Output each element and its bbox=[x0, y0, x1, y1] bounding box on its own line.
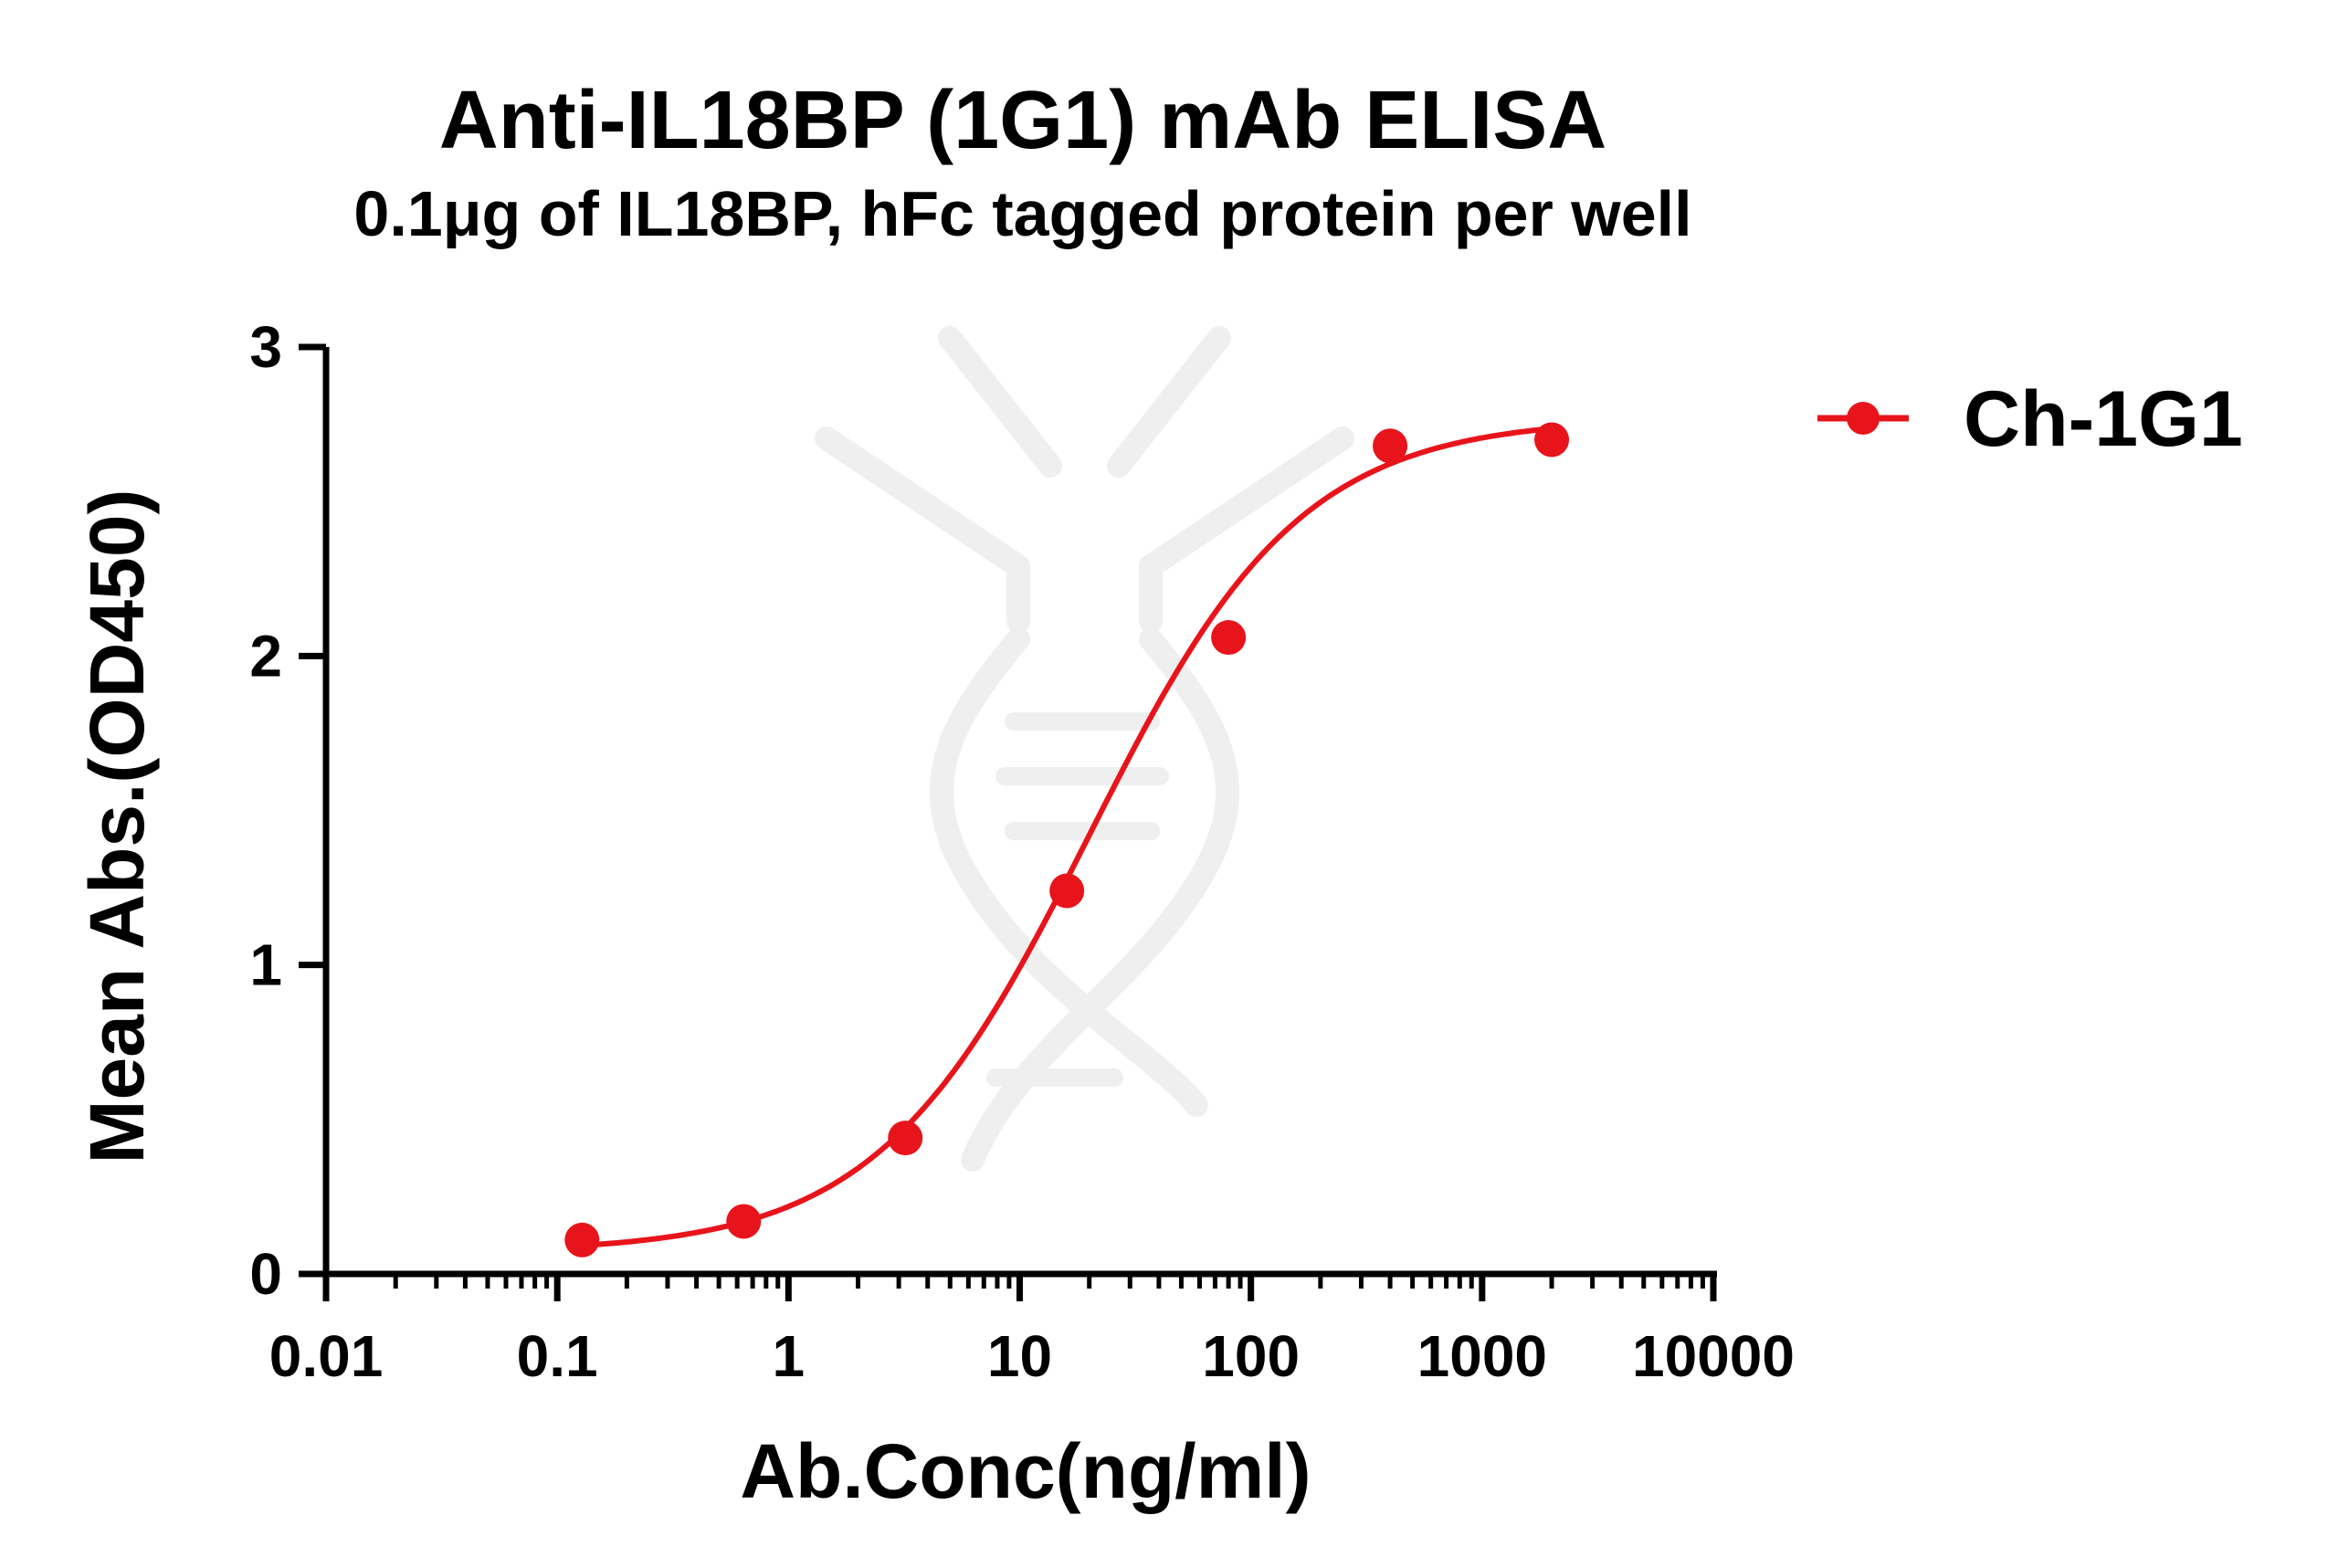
axes bbox=[299, 343, 1717, 1301]
y-tick-label: 1 bbox=[249, 932, 282, 998]
x-tick-label: 10000 bbox=[1632, 1323, 1795, 1389]
y-axis-label: Mean Abs.(OD450) bbox=[74, 489, 160, 1163]
plot-area bbox=[564, 422, 1570, 1258]
chart-title: Anti-IL18BP (1G1) mAb ELISA bbox=[439, 75, 1607, 166]
data-point bbox=[726, 1204, 762, 1239]
legend-label: Ch-1G1 bbox=[1964, 375, 2243, 463]
legend: Ch-1G1 bbox=[1817, 375, 2243, 463]
y-tick-label: 2 bbox=[249, 623, 282, 689]
data-point bbox=[564, 1222, 600, 1258]
data-point bbox=[1049, 873, 1085, 909]
x-axis-label: Ab.Conc(ng/ml) bbox=[740, 1428, 1311, 1514]
y-tick-label: 3 bbox=[249, 314, 282, 380]
chart-subtitle: 0.1μg of IL18BP, hFc tagged protein per … bbox=[353, 178, 1691, 249]
data-point bbox=[1534, 422, 1570, 458]
y-tick-label: 0 bbox=[249, 1241, 282, 1307]
data-point bbox=[1373, 428, 1408, 464]
watermark-logo bbox=[815, 326, 1354, 1172]
data-point bbox=[1211, 620, 1247, 656]
x-tick-label: 1000 bbox=[1417, 1323, 1547, 1389]
x-tick-label: 0.01 bbox=[269, 1323, 384, 1389]
tick-labels: 0 1 2 3 0.01 0.1 1 10 100 1000 10000 bbox=[249, 314, 1795, 1389]
x-tick-label: 10 bbox=[987, 1323, 1052, 1389]
x-tick-label: 1 bbox=[773, 1323, 806, 1389]
data-point bbox=[888, 1121, 923, 1156]
x-tick-label: 100 bbox=[1202, 1323, 1300, 1389]
x-tick-label: 0.1 bbox=[517, 1323, 598, 1389]
legend-marker bbox=[1847, 402, 1880, 435]
